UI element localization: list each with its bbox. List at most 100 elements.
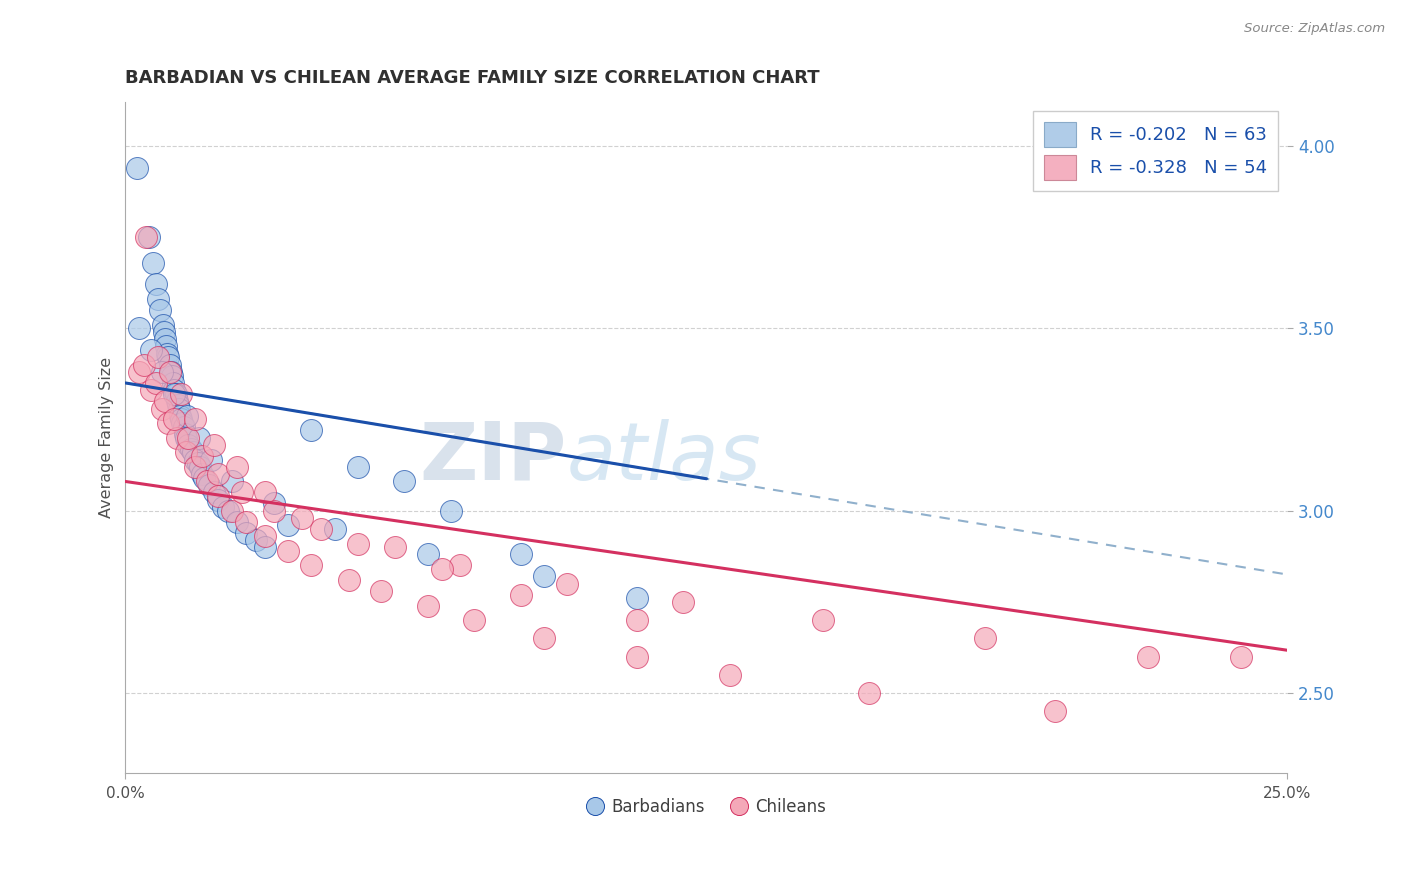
Point: [672, 595, 695, 609]
Point: [245, 533, 267, 547]
Point: [184, 412, 207, 426]
Point: [142, 255, 165, 269]
Point: [416, 599, 439, 613]
Point: [152, 318, 174, 332]
Text: Source: ZipAtlas.com: Source: ZipAtlas.com: [1244, 22, 1385, 36]
Point: [430, 562, 453, 576]
Point: [974, 632, 997, 646]
Point: [152, 325, 174, 339]
Point: [193, 471, 215, 485]
Point: [299, 424, 322, 438]
Point: [253, 540, 276, 554]
Point: [337, 573, 360, 587]
Point: [858, 686, 880, 700]
Point: [226, 515, 249, 529]
Point: [191, 467, 214, 482]
Point: [263, 504, 285, 518]
Point: [187, 431, 209, 445]
Point: [253, 529, 276, 543]
Point: [370, 584, 392, 599]
Point: [226, 459, 249, 474]
Point: [207, 492, 229, 507]
Point: [463, 613, 485, 627]
Point: [221, 504, 243, 518]
Point: [135, 230, 157, 244]
Point: [200, 452, 222, 467]
Point: [138, 230, 160, 244]
Text: atlas: atlas: [567, 419, 762, 497]
Point: [309, 522, 332, 536]
Point: [139, 343, 162, 358]
Point: [174, 445, 197, 459]
Point: [184, 459, 207, 474]
Point: [166, 394, 188, 409]
Point: [174, 431, 197, 445]
Point: [177, 438, 200, 452]
Point: [191, 449, 214, 463]
Point: [626, 649, 648, 664]
Point: [139, 384, 162, 398]
Point: [145, 376, 167, 390]
Point: [1043, 705, 1066, 719]
Point: [166, 398, 188, 412]
Point: [170, 387, 193, 401]
Point: [156, 347, 179, 361]
Point: [127, 161, 149, 175]
Point: [207, 489, 229, 503]
Point: [277, 518, 299, 533]
Point: [207, 467, 229, 482]
Text: ZIP: ZIP: [420, 419, 567, 497]
Point: [177, 431, 200, 445]
Point: [128, 321, 150, 335]
Point: [132, 358, 155, 372]
Point: [533, 632, 555, 646]
Point: [163, 384, 186, 398]
Point: [150, 401, 173, 416]
Point: [173, 419, 195, 434]
Point: [163, 387, 186, 401]
Point: [180, 442, 202, 456]
Point: [509, 548, 531, 562]
Point: [163, 412, 186, 426]
Point: [626, 613, 648, 627]
Point: [291, 511, 314, 525]
Point: [509, 588, 531, 602]
Point: [169, 409, 191, 423]
Point: [159, 365, 181, 379]
Point: [323, 522, 346, 536]
Point: [128, 365, 150, 379]
Legend: Barbadians, Chileans: Barbadians, Chileans: [581, 791, 832, 822]
Point: [449, 558, 471, 573]
Point: [170, 412, 193, 426]
Point: [184, 452, 207, 467]
Point: [159, 365, 181, 379]
Point: [221, 475, 243, 489]
Point: [153, 394, 176, 409]
Point: [1230, 649, 1253, 664]
Point: [155, 339, 177, 353]
Point: [235, 525, 257, 540]
Point: [146, 351, 169, 365]
Point: [166, 431, 188, 445]
Point: [174, 427, 197, 442]
Point: [212, 500, 235, 514]
Text: BARBADIAN VS CHILEAN AVERAGE FAMILY SIZE CORRELATION CHART: BARBADIAN VS CHILEAN AVERAGE FAMILY SIZE…: [125, 69, 820, 87]
Point: [160, 368, 183, 383]
Point: [231, 485, 253, 500]
Point: [718, 668, 741, 682]
Point: [157, 416, 180, 430]
Point: [186, 456, 208, 470]
Point: [235, 515, 257, 529]
Point: [157, 351, 180, 365]
Point: [555, 576, 578, 591]
Point: [176, 409, 198, 423]
Point: [299, 558, 322, 573]
Point: [277, 544, 299, 558]
Point: [149, 303, 172, 318]
Point: [1137, 649, 1160, 664]
Point: [626, 591, 648, 606]
Point: [253, 485, 276, 500]
Point: [150, 365, 173, 379]
Point: [384, 540, 406, 554]
Point: [202, 485, 225, 500]
